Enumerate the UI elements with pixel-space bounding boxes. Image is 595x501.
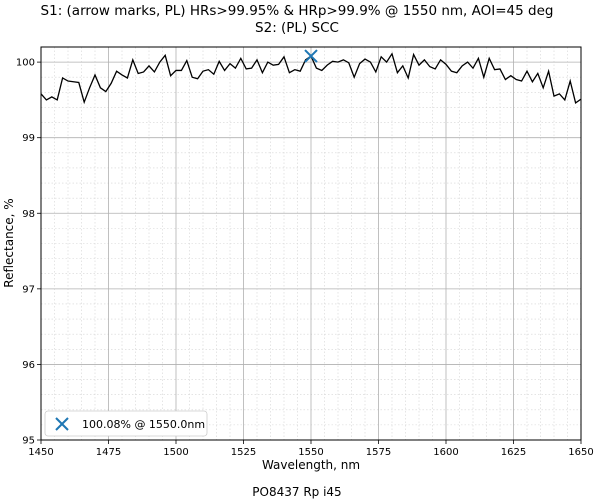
x-tick-label: 1475 [96,447,121,458]
y-axis-ticks: 95 96 97 98 99 100 [16,58,41,447]
peak-x-mark [304,49,318,63]
y-tick-label: 98 [22,209,35,220]
x-tick-label: 1525 [231,447,256,458]
legend-box [44,410,208,437]
y-tick-label: 100 [16,58,35,69]
footer-caption: PO8437 Rp i45 [252,485,341,499]
x-tick-label: 1500 [163,447,188,458]
chart-title-line-1: S1: (arrow marks, PL) HRs>99.95% & HRp>9… [41,3,554,19]
x-tick-label: 1650 [568,447,593,458]
legend-label: 100.08% @ 1550.0nm [82,418,205,431]
legend-marker-icon [55,417,69,431]
x-tick-label: 1575 [366,447,391,458]
x-tick-label: 1625 [501,447,526,458]
x-axis-ticks: 1450 1475 1500 1525 1550 1575 1600 1625 1650 [28,440,594,458]
y-tick-label: 96 [22,360,35,371]
legend-x-mark [55,417,69,431]
x-axis-label: Wavelength, nm [262,458,360,472]
y-tick-label: 95 [22,436,35,447]
chart-title-line-2: S2: (PL) SCC [255,20,339,36]
x-tick-label: 1600 [433,447,458,458]
x-tick-label: 1550 [298,447,323,458]
plot-frame [40,46,582,441]
y-tick-label: 99 [22,133,35,144]
peak-marker [304,49,318,63]
y-axis-label: Reflectance, % [2,198,16,287]
legend: 100.08% @ 1550.0nm [44,410,208,437]
x-tick-label: 1450 [28,447,53,458]
y-tick-label: 97 [22,284,35,295]
